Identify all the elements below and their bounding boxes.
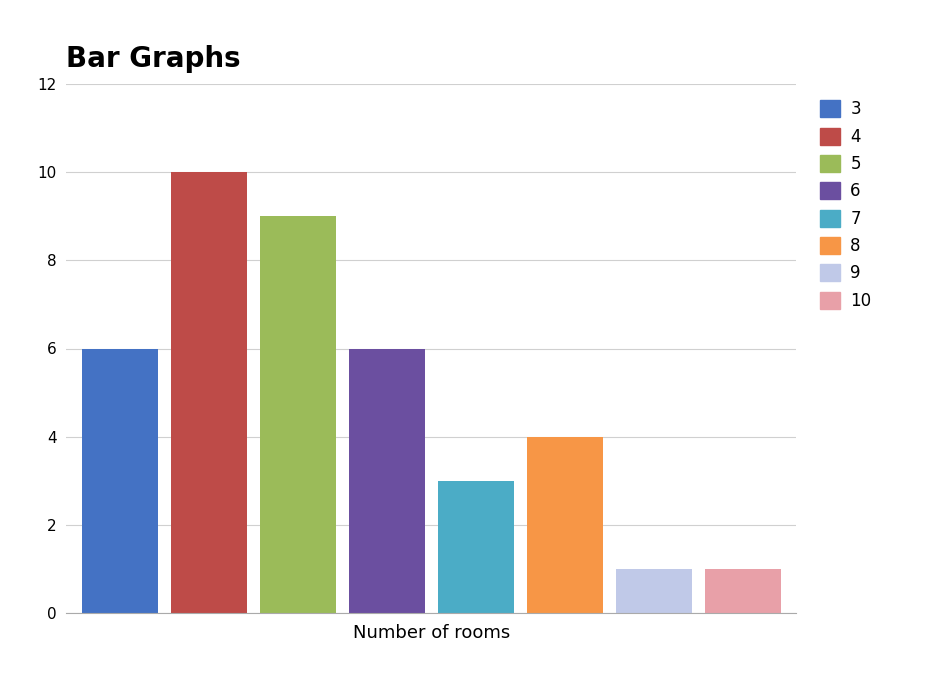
Bar	[171, 172, 246, 613]
Text: Bar Graphs: Bar Graphs	[66, 45, 241, 73]
Bar	[616, 569, 692, 613]
Legend: 3, 4, 5, 6, 7, 8, 9, 10: 3, 4, 5, 6, 7, 8, 9, 10	[811, 92, 880, 318]
Bar	[705, 569, 781, 613]
X-axis label: Number of rooms: Number of rooms	[353, 625, 510, 643]
Bar	[438, 481, 514, 613]
Bar	[260, 216, 336, 613]
Bar	[349, 348, 425, 613]
Bar	[82, 348, 157, 613]
Bar	[527, 437, 603, 613]
